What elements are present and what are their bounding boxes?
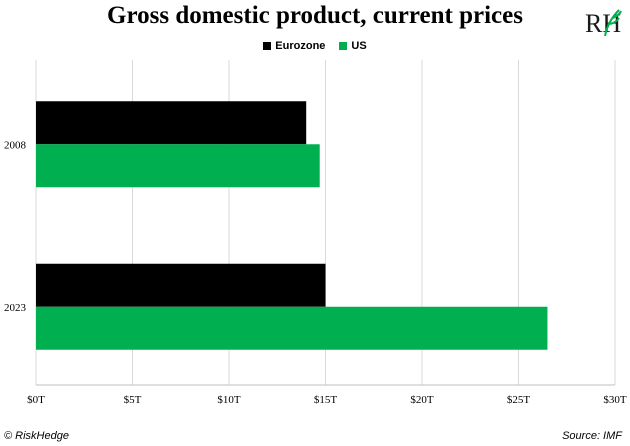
x-tick-label: $5T <box>124 394 142 406</box>
legend-label-eurozone: Eurozone <box>275 40 326 52</box>
legend-item-us: US <box>339 40 367 52</box>
bar-us-2023 <box>36 306 548 350</box>
legend-swatch-eurozone <box>263 42 272 50</box>
chart-legend: Eurozone US <box>0 40 630 52</box>
leaf-logo-icon <box>604 9 622 37</box>
copyright-text: © RiskHedge <box>4 430 69 442</box>
bar-eurozone-2008 <box>36 101 307 145</box>
source-text: Source: IMF <box>562 430 622 442</box>
x-tick-label: $0T <box>27 394 45 406</box>
y-category-label: 2008 <box>4 139 27 151</box>
bar-eurozone-2023 <box>36 263 326 307</box>
chart-title: Gross domestic product, current prices <box>107 2 523 29</box>
legend-label-us: US <box>351 40 367 52</box>
riskhedge-logo: RH <box>585 9 622 38</box>
bar-us-2008 <box>36 144 320 188</box>
legend-swatch-us <box>339 42 348 50</box>
legend-item-eurozone: Eurozone <box>263 40 325 52</box>
x-tick-label: $30T <box>603 394 627 406</box>
x-tick-label: $10T <box>217 394 241 406</box>
x-tick-label: $15T <box>314 394 338 406</box>
x-tick-label: $20T <box>410 394 434 406</box>
x-tick-label: $25T <box>507 394 531 406</box>
y-category-label: 2023 <box>4 302 27 314</box>
